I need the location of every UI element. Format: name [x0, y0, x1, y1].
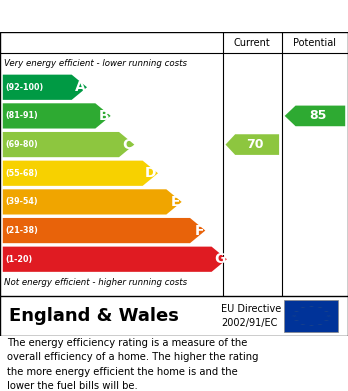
Text: (39-54): (39-54) — [6, 197, 38, 206]
Polygon shape — [226, 134, 279, 155]
Text: 85: 85 — [309, 109, 327, 122]
Text: Very energy efficient - lower running costs: Very energy efficient - lower running co… — [4, 59, 187, 68]
Text: (69-80): (69-80) — [6, 140, 38, 149]
Text: (92-100): (92-100) — [6, 83, 44, 92]
Bar — [285, 300, 338, 332]
Polygon shape — [3, 132, 134, 157]
Polygon shape — [285, 106, 345, 126]
Text: (81-91): (81-91) — [6, 111, 38, 120]
Text: (1-20): (1-20) — [6, 255, 33, 264]
Polygon shape — [3, 247, 227, 272]
Text: Energy Efficiency Rating: Energy Efficiency Rating — [9, 9, 230, 23]
Text: D: D — [145, 166, 157, 180]
Polygon shape — [3, 189, 182, 215]
Text: (21-38): (21-38) — [6, 226, 38, 235]
Text: C: C — [123, 138, 133, 152]
Text: E: E — [171, 195, 180, 209]
Polygon shape — [3, 75, 87, 100]
Text: Potential: Potential — [293, 38, 337, 48]
Polygon shape — [3, 103, 111, 129]
Text: F: F — [195, 224, 204, 238]
Polygon shape — [3, 218, 205, 243]
Text: The energy efficiency rating is a measure of the
overall efficiency of a home. T: The energy efficiency rating is a measur… — [7, 338, 259, 391]
Text: 70: 70 — [246, 138, 264, 151]
Text: England & Wales: England & Wales — [9, 307, 179, 325]
Polygon shape — [3, 161, 158, 186]
Text: Current: Current — [234, 38, 271, 48]
Text: G: G — [214, 252, 226, 266]
Text: A: A — [75, 80, 86, 94]
Text: EU Directive
2002/91/EC: EU Directive 2002/91/EC — [221, 305, 281, 328]
Text: (55-68): (55-68) — [6, 169, 38, 178]
Text: B: B — [98, 109, 109, 123]
Text: Not energy efficient - higher running costs: Not energy efficient - higher running co… — [4, 278, 187, 287]
